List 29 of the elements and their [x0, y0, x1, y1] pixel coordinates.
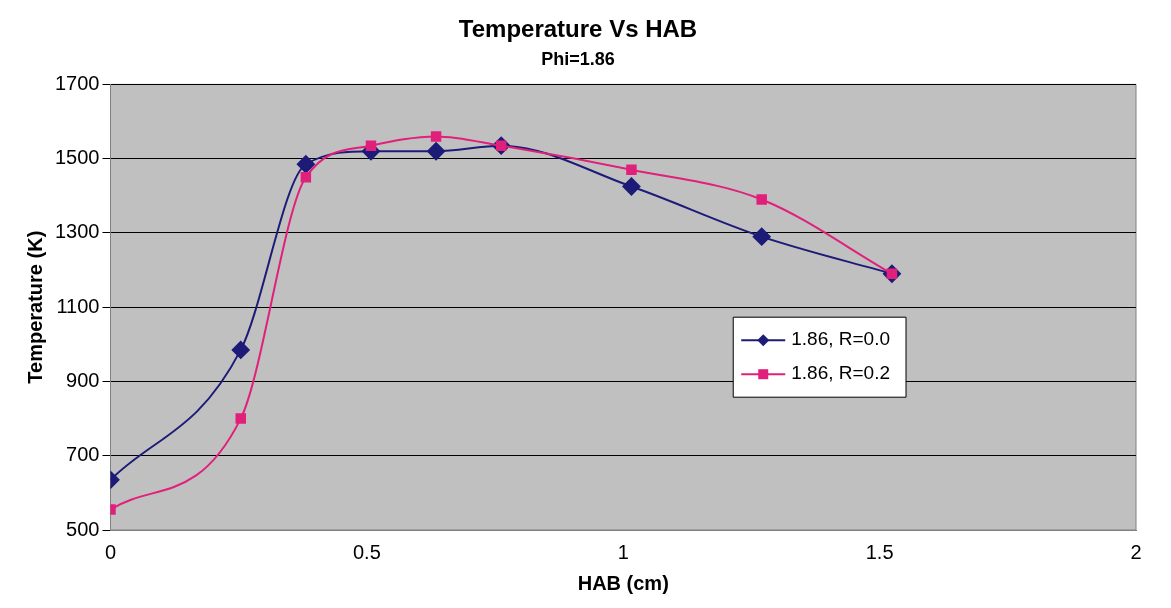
point [300, 171, 312, 183]
point [365, 140, 377, 151]
y-tick-label: 700 [66, 443, 100, 466]
point [756, 194, 767, 205]
x-tick-label: 0 [104, 540, 117, 563]
point [235, 413, 246, 424]
x-axis-title: HAB (cm) [577, 571, 669, 594]
y-tick-label: 900 [66, 368, 100, 391]
chart-subtitle: Phi=1.86 [541, 48, 615, 69]
point [626, 164, 637, 176]
y-tick-label: 1100 [56, 294, 100, 317]
legend-label: 1.86, R=0.0 [791, 328, 891, 350]
chart-title: Temperature Vs HAB [458, 15, 698, 43]
y-tick-label: 1700 [54, 71, 100, 94]
x-tick-label: 2 [1130, 540, 1142, 563]
y-tick-label: 1300 [54, 220, 100, 243]
y-axis-title: Temperature (K) [23, 230, 46, 384]
point [622, 177, 641, 196]
legend-label: 1.86, R=0.2 [791, 362, 891, 384]
y-tick-label: 500 [66, 517, 100, 540]
point [427, 142, 446, 161]
y-tick-label: 1500 [54, 146, 100, 169]
x-tick-label: 1 [617, 540, 629, 563]
point [231, 340, 250, 359]
x-tick-label: 0.5 [352, 540, 381, 563]
point [430, 131, 442, 142]
point [296, 155, 315, 174]
point [752, 227, 771, 246]
x-tick-label: 1.5 [865, 540, 894, 563]
